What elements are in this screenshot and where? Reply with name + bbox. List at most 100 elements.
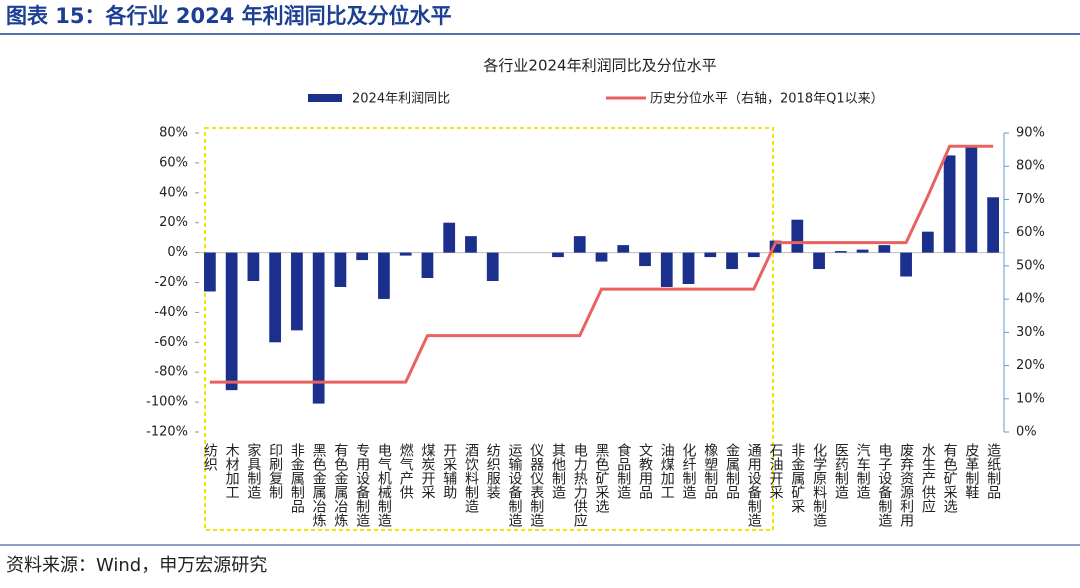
x-tick-label: 电气机械制造: [376, 443, 392, 528]
x-tick-label: 煤炭开采: [419, 443, 435, 499]
x-tick-label: 皮革制鞋: [963, 443, 979, 499]
y2-tick-label: 60%: [1016, 225, 1045, 240]
bar: [617, 245, 630, 253]
x-tick-label: 有色矿采选: [942, 443, 958, 514]
x-tick-label: 医药制造: [833, 443, 849, 500]
y-tick-label: -60%: [154, 335, 188, 350]
legend-label: 历史分位水平（右轴，2018年Q1以来）: [650, 92, 884, 107]
y-tick-label: -100%: [146, 395, 188, 410]
x-tick-label: 专用设备制造: [354, 443, 370, 528]
bar: [943, 155, 956, 253]
y2-tick-label: 20%: [1016, 358, 1045, 373]
bar: [225, 252, 238, 391]
x-tick-label: 燃气产供: [398, 442, 414, 499]
x-tick-label: 仪器仪表制造: [528, 443, 544, 528]
bar: [465, 236, 477, 253]
header-title: 图表 15：各行业 2024 年利润同比及分位水平: [6, 4, 452, 28]
x-tick-label: 印刷复制: [267, 443, 283, 499]
x-tick-label: 纺织服装: [485, 443, 501, 499]
x-tick-label: 废弃资源利用: [898, 443, 914, 528]
bar: [378, 252, 390, 299]
x-tick-label: 木材加工: [224, 443, 240, 499]
x-tick-label: 非金属制品: [289, 443, 305, 513]
legend-swatch: [308, 94, 342, 102]
x-tick-label: 电子设备制造: [876, 443, 892, 528]
x-tick-label: 食品制造: [615, 442, 631, 500]
y2-tick-label: 70%: [1016, 192, 1045, 207]
bar: [334, 252, 347, 287]
x-tick-label: 开采辅助: [441, 443, 457, 500]
y2-tick-label: 80%: [1016, 159, 1045, 174]
x-tick-label: 电力热力供应: [572, 443, 588, 527]
y2-tick-label: 0%: [1016, 425, 1037, 440]
y-tick-label: 80%: [159, 126, 188, 141]
bar: [987, 197, 999, 253]
y2-tick-label: 50%: [1016, 258, 1045, 273]
x-tick-label: 橡塑制品: [702, 443, 718, 499]
bar: [443, 222, 456, 253]
bar: [312, 252, 325, 404]
x-tick-label: 化纤制造: [681, 443, 697, 500]
bar: [247, 252, 260, 282]
bar: [769, 240, 782, 253]
y2-tick-label: 40%: [1016, 292, 1045, 307]
x-tick-label: 运输设备制造: [506, 443, 522, 528]
x-tick-label: 造纸制品: [985, 443, 1001, 499]
x-tick-label: 水生产供应: [920, 443, 936, 513]
y-tick-label: -80%: [154, 365, 188, 380]
y-tick-label: 20%: [159, 215, 188, 230]
footer-source: 资料来源：Wind，申万宏源研究: [6, 555, 267, 576]
line: [209, 144, 994, 384]
bar: [682, 252, 695, 284]
x-tick-label: 汽车制造: [855, 443, 871, 500]
x-tick-label: 纺织: [202, 443, 218, 471]
y2-tick-label: 90%: [1016, 126, 1045, 141]
x-tick-label: 黑色矿采选: [594, 443, 610, 514]
y-tick-label: -120%: [146, 425, 188, 440]
bar: [726, 252, 738, 270]
bar: [921, 231, 934, 253]
bar: [791, 219, 804, 253]
bar: [204, 252, 216, 292]
x-tick-label: 家具制造: [245, 442, 261, 500]
bar: [356, 252, 369, 261]
bar: [660, 252, 673, 287]
bar: [552, 252, 564, 258]
legend-label: 2024年利润同比: [352, 92, 450, 107]
bar: [595, 252, 608, 262]
y-tick-label: 40%: [159, 185, 188, 200]
bar: [291, 252, 303, 331]
bar: [421, 252, 434, 279]
bar: [813, 252, 825, 270]
bar: [639, 252, 651, 267]
bar: [399, 252, 412, 256]
y-tick-label: 60%: [159, 155, 188, 170]
chart-title: 各行业2024年利润同比及分位水平: [483, 57, 716, 75]
bar: [965, 146, 978, 253]
bar: [834, 251, 847, 253]
bar: [573, 236, 586, 253]
x-tick-label: 黑色金属冶炼: [311, 443, 327, 528]
bar: [269, 252, 282, 343]
bar: [878, 245, 891, 253]
bar: [747, 252, 760, 258]
highlight-box: [204, 127, 774, 531]
x-tick-label: 金属制品: [724, 443, 740, 499]
x-tick-label: 文教用品: [637, 443, 653, 499]
x-tick-label: 通用设备制造: [746, 443, 762, 528]
bar: [486, 252, 499, 282]
x-tick-label: 非金属矿采: [789, 443, 805, 513]
x-tick-label: 有色金属冶炼: [332, 443, 348, 528]
x-tick-label: 其他制造: [550, 443, 566, 500]
bar: [704, 252, 717, 258]
x-tick-label: 石油开采: [768, 443, 784, 499]
y2-tick-label: 30%: [1016, 325, 1045, 340]
x-tick-label: 化学原料制造: [811, 443, 827, 528]
y2-tick-label: 10%: [1016, 391, 1045, 406]
bar: [900, 252, 912, 277]
x-tick-label: 油煤加工: [659, 443, 675, 499]
y-tick-label: -40%: [154, 305, 188, 320]
bar: [856, 249, 869, 253]
x-tick-label: 酒饮料制造: [463, 443, 479, 514]
